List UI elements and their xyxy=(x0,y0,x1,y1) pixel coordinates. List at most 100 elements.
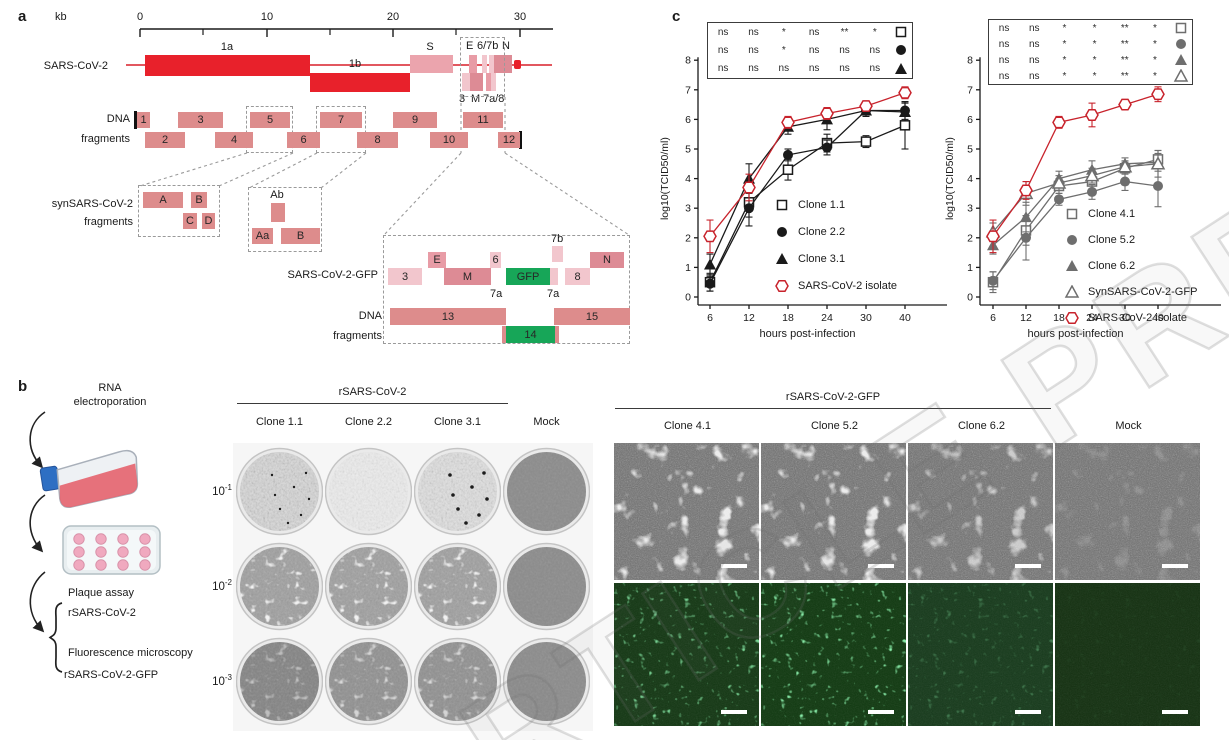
figure-element xyxy=(1015,564,1041,568)
figure-element xyxy=(1055,583,1200,726)
significance-row: ns ns * * ** * xyxy=(989,52,1192,68)
data-point xyxy=(1175,22,1187,34)
kb-axis xyxy=(139,28,553,37)
significance-cell: ** xyxy=(1120,70,1129,82)
gfp-7a-label-2: 7a xyxy=(547,288,560,300)
figure-element xyxy=(329,547,408,626)
legend-item: Clone 2.2 xyxy=(773,218,897,245)
hexagonopen-legend-icon xyxy=(775,279,789,292)
significance-cell: ** xyxy=(1120,54,1129,66)
data-point xyxy=(988,275,998,286)
data-point xyxy=(1173,69,1189,82)
y-tick-label: 2 xyxy=(685,232,691,244)
figure-element xyxy=(307,497,311,501)
orf1b-bar xyxy=(310,73,410,92)
figure-element xyxy=(448,473,452,477)
figure-element xyxy=(240,642,319,721)
significance-cell: * xyxy=(1062,22,1067,34)
data-point xyxy=(986,230,1000,243)
syn-fragments-label-1: synSARS-CoV-2 xyxy=(51,198,133,210)
gfp-7b-label: 7b xyxy=(551,233,564,245)
figure-element xyxy=(1055,443,1200,580)
growth-curve-chart-rsars-cov-2: 0 1 2 3 4 5 6 7 8 6 12 18 24 30 40 hours post-infection… xyxy=(655,15,955,353)
y-tick-label: 1 xyxy=(967,262,973,274)
figure-element xyxy=(761,583,906,726)
triangleopen-legend-icon xyxy=(1064,285,1080,298)
three-label: 3 xyxy=(459,93,466,105)
panel-c-label: c xyxy=(672,8,681,25)
y-tick-label: 0 xyxy=(967,292,973,304)
figure-element xyxy=(235,447,324,536)
significance-cell: ns xyxy=(808,44,820,56)
y-tick-label: 5 xyxy=(967,144,973,156)
x-tick-label: 12 xyxy=(743,312,755,324)
figure-element xyxy=(502,542,591,631)
data-point xyxy=(1085,109,1099,121)
data-point xyxy=(1066,260,1078,271)
series-line xyxy=(709,109,906,265)
legend-item: Clone 6.2 xyxy=(1063,253,1197,279)
significance-cell: ns xyxy=(717,63,729,75)
x-tick-label: 18 xyxy=(1053,312,1065,324)
kb-tick-0: 0 xyxy=(136,11,144,23)
figure-element xyxy=(286,521,290,525)
data-point xyxy=(781,116,795,129)
trianglefilled-legend-icon xyxy=(1066,260,1078,271)
data-point xyxy=(776,252,788,264)
figure-element xyxy=(278,507,282,511)
significance-series-marker xyxy=(890,60,912,78)
M-gene-bar xyxy=(470,73,483,91)
data-point xyxy=(775,279,789,292)
y-tick-label: 2 xyxy=(967,232,973,244)
gfp-construct-bar: M xyxy=(444,268,491,285)
figure-element xyxy=(413,447,502,536)
significance-cell: * xyxy=(1062,70,1067,82)
data-point xyxy=(1087,186,1097,197)
y-tick-label: 3 xyxy=(685,203,691,215)
E-gene-bar xyxy=(469,55,477,73)
significance-series-marker xyxy=(1170,68,1192,84)
significance-cell: ns xyxy=(808,26,820,38)
plaque-well xyxy=(413,445,502,538)
significance-series-marker xyxy=(1170,52,1192,68)
fluorescence-image xyxy=(761,583,906,726)
squareopen-legend-icon xyxy=(1175,22,1187,34)
significance-cell: ns xyxy=(1028,38,1040,50)
gfp-construct-dashed-box xyxy=(383,235,630,344)
circlefilled-legend-icon xyxy=(1175,39,1186,49)
figure-element xyxy=(413,542,502,631)
significance-row: ns ns * ns ** * xyxy=(708,23,912,41)
plaque-well xyxy=(502,540,591,633)
y-tick-label: 6 xyxy=(685,114,691,126)
microscopy-column-label: Clone 6.2 xyxy=(957,420,1006,432)
significance-cell: ns xyxy=(998,38,1010,50)
legend-label: SARS-CoV-2 isolate xyxy=(1088,312,1188,324)
dilution-base: 10 xyxy=(212,580,225,593)
data-point xyxy=(1118,98,1132,111)
figure-element xyxy=(320,152,367,189)
gfp-construct-bar: N xyxy=(590,252,624,268)
dilution-exponent: -3 xyxy=(224,673,232,682)
significance-table: ns ns * * ** * ns ns * * ** * ns ns * * ** * ns ns * * ** * xyxy=(988,19,1193,85)
data-point xyxy=(1117,159,1133,173)
figure-element xyxy=(413,637,502,726)
significance-cell: * xyxy=(1152,38,1157,50)
fluorescence-image xyxy=(1055,583,1200,726)
genome-accessory-dashed-box xyxy=(460,37,505,97)
data-point xyxy=(1054,194,1064,205)
microscopy-column-label: Clone 4.1 xyxy=(663,420,712,432)
orf1b-label: 1b xyxy=(348,58,362,70)
dilution-base: 10 xyxy=(212,485,225,498)
trianglefilled-legend-icon xyxy=(776,252,788,264)
dilution-exponent: -1 xyxy=(224,483,232,492)
spike-bar xyxy=(410,55,453,73)
figure-element xyxy=(139,97,630,236)
data-point xyxy=(744,203,754,214)
figure-element xyxy=(1162,710,1188,714)
hexagonopen-legend-icon xyxy=(1065,312,1079,324)
M-label: M xyxy=(471,93,481,105)
orf3-gene-bar xyxy=(462,73,470,91)
dilution-label: 10-3 xyxy=(178,673,232,688)
plaque-well xyxy=(235,445,324,538)
